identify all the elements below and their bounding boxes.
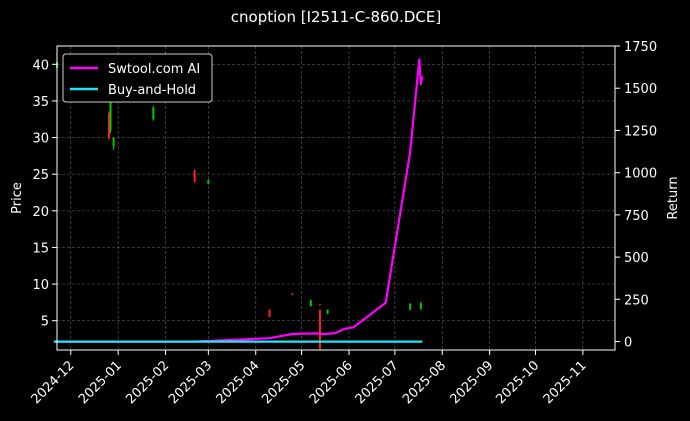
candle-body xyxy=(107,113,110,138)
left-tick-label: 40 xyxy=(32,58,49,73)
candle-body xyxy=(419,303,422,309)
right-tick-label: 1750 xyxy=(624,40,657,55)
left-tick-label: 20 xyxy=(32,205,49,220)
left-tick-label: 30 xyxy=(32,132,49,147)
candle-body xyxy=(291,293,294,295)
left-tick-label: 15 xyxy=(32,241,49,256)
right-tick-label: 1000 xyxy=(624,167,657,182)
candle-body xyxy=(309,300,312,307)
left-axis-label: Price xyxy=(10,182,25,214)
legend-label-benchmark: Buy-and-Hold xyxy=(108,83,196,98)
right-tick-label: 0 xyxy=(624,336,632,351)
candle-body xyxy=(112,137,115,147)
candle-body xyxy=(207,180,210,184)
series-line-strategy xyxy=(53,58,424,343)
candle-body xyxy=(193,170,196,182)
left-axis-ticks: 5 10 15 20 25 30 35 40 xyxy=(32,58,57,330)
candle-body xyxy=(318,309,321,349)
chart-title: cnoption [I2511-C-860.DCE] xyxy=(231,8,441,26)
right-tick-label: 500 xyxy=(624,251,649,266)
legend-label-strategy: Swtool.com AI xyxy=(108,62,200,77)
left-tick-label: 10 xyxy=(32,278,49,293)
candle-body xyxy=(326,309,329,314)
candle-body xyxy=(318,303,321,305)
left-tick-label: 25 xyxy=(32,168,49,183)
candle-body xyxy=(109,102,112,131)
right-tick-label: 1500 xyxy=(624,82,657,97)
right-tick-label: 750 xyxy=(624,209,649,224)
right-axis-ticks: 0 250 500 750 1000 1250 1500 1750 xyxy=(615,40,657,351)
candle-body xyxy=(152,107,155,120)
right-tick-label: 250 xyxy=(624,293,649,308)
plot-frame xyxy=(56,45,616,351)
candle-body xyxy=(409,303,412,310)
legend: Swtool.com AI Buy-and-Hold xyxy=(62,53,213,103)
right-axis-label: Return xyxy=(666,176,681,219)
left-tick-label: 5 xyxy=(41,315,49,330)
legend-box xyxy=(62,53,213,103)
right-tick-label: 1250 xyxy=(624,124,657,139)
candle-body xyxy=(268,309,271,318)
left-tick-label: 35 xyxy=(32,95,49,110)
series-lines xyxy=(53,58,424,343)
